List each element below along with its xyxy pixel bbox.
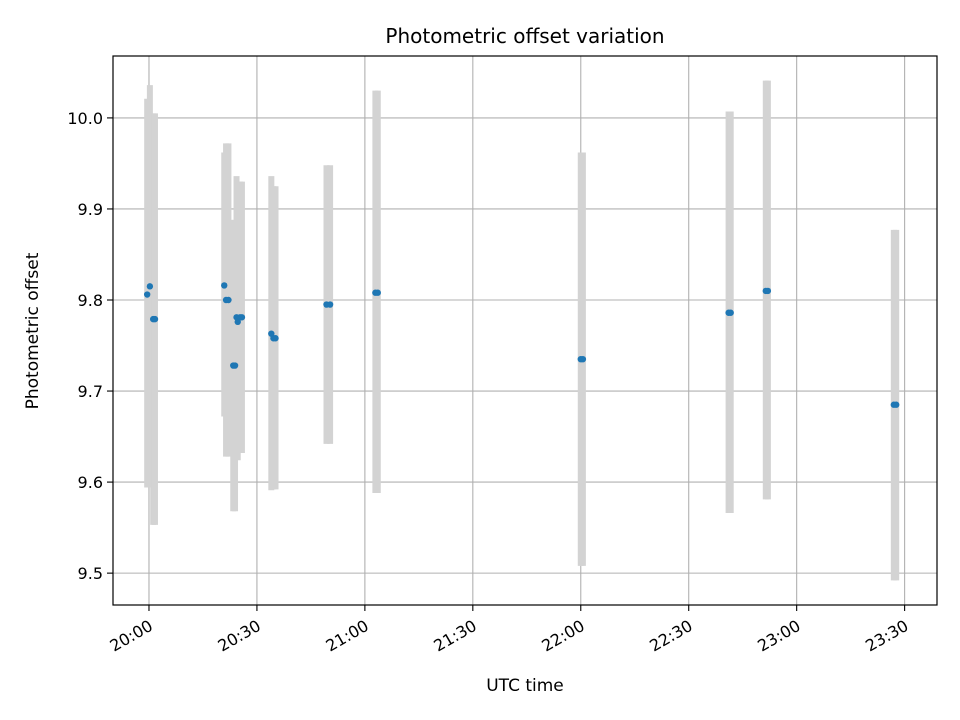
y-axis-label: Photometric offset xyxy=(23,252,43,409)
plot-frame xyxy=(112,55,938,606)
data-point xyxy=(225,296,232,304)
y-tick-label: 9.6 xyxy=(78,473,103,492)
plot-area-background xyxy=(113,56,937,605)
data-point xyxy=(221,282,228,289)
data-points xyxy=(143,282,900,408)
data-point xyxy=(893,401,900,408)
y-tick-label: 9.5 xyxy=(78,564,103,583)
y-tick-label: 9.7 xyxy=(78,382,103,401)
data-point xyxy=(146,283,154,290)
data-point xyxy=(151,315,159,323)
y-tick-label: 9.8 xyxy=(78,291,103,310)
data-point xyxy=(143,291,151,298)
grid-lines xyxy=(113,56,937,605)
data-point xyxy=(579,355,587,363)
data-point xyxy=(231,362,239,369)
data-point xyxy=(764,287,772,295)
x-axis-label: UTC time xyxy=(486,676,564,696)
data-point xyxy=(272,335,279,342)
y-tick-label: 10.0 xyxy=(67,109,103,128)
y-tick-label: 9.9 xyxy=(78,200,103,219)
data-point xyxy=(326,301,334,308)
axis-ticks: 20:00 20:30 21:00 21:30 22:00 22:30 23:00 23:30… xyxy=(67,109,911,656)
chart-title: Photometric offset variation xyxy=(385,24,664,48)
data-point xyxy=(374,289,381,296)
data-point xyxy=(238,314,246,321)
data-point xyxy=(727,309,734,316)
